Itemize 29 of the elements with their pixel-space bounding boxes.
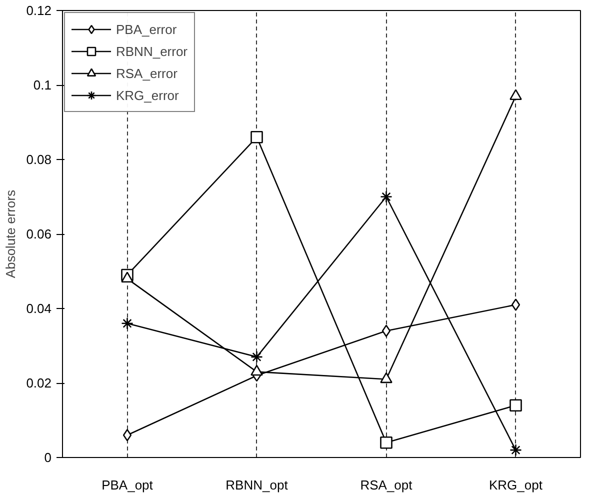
y-tick-label: 0.12 xyxy=(26,3,52,18)
point xyxy=(250,350,263,364)
point xyxy=(510,399,522,412)
point xyxy=(511,298,520,311)
point xyxy=(121,272,134,283)
point xyxy=(250,364,263,376)
y-tick-label: 0.1 xyxy=(33,78,52,92)
y-tick-label: 0.04 xyxy=(26,301,52,316)
point xyxy=(122,429,132,442)
y-tick-label: 0 xyxy=(44,450,52,465)
point xyxy=(380,372,392,384)
y-tick-label: 0.02 xyxy=(26,376,52,390)
x-tick-label: KRG_opt xyxy=(489,478,543,492)
point xyxy=(382,324,391,337)
x-tick-label: PBA_opt xyxy=(102,478,154,492)
legend-label: PBA_error xyxy=(116,22,177,36)
y-axis-title: Absolute errors xyxy=(3,189,18,278)
x-tick-label: RSA_opt xyxy=(360,478,413,492)
point xyxy=(250,131,263,144)
x-tick-label: RBNN_opt xyxy=(226,478,288,492)
point xyxy=(510,444,522,456)
legend-label: RBNN_error xyxy=(116,44,188,58)
point xyxy=(380,190,392,203)
y-tick-label: 0.08 xyxy=(26,152,52,167)
point xyxy=(121,317,134,330)
y-tick-label: 0.06 xyxy=(26,226,52,242)
legend-label: KRG_error xyxy=(116,88,179,102)
legend-label: RSA_error xyxy=(116,66,178,80)
point xyxy=(380,436,392,449)
